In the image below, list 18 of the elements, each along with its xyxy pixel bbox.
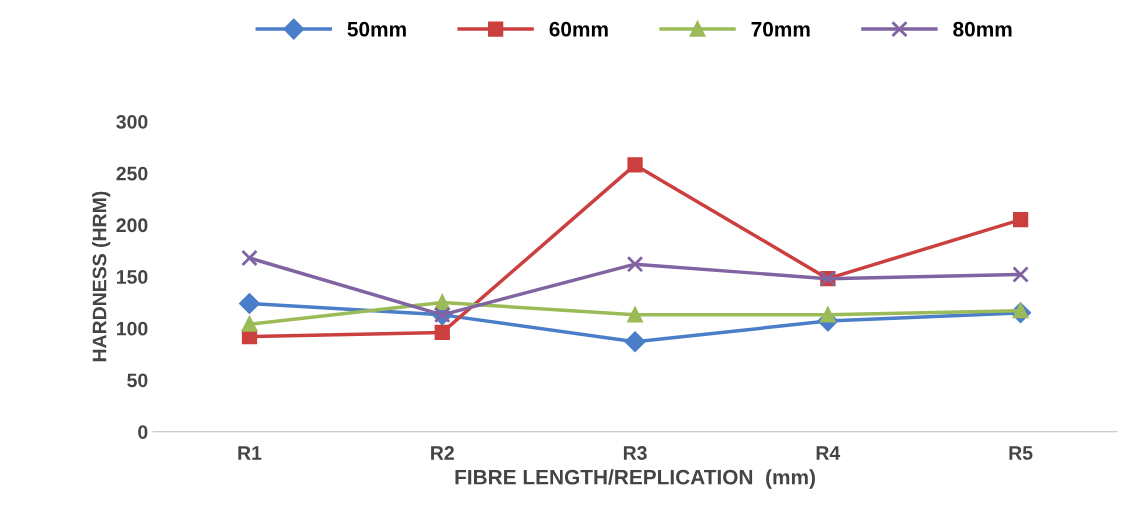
x-tick-label: R5: [1009, 446, 1033, 460]
y-tick-label: 150: [117, 270, 148, 284]
x-tick-label: R2: [431, 446, 454, 460]
y-axis-title: HARDNESS (HRM): [92, 191, 111, 362]
legend-label: 70mm: [751, 21, 810, 37]
x-tick-label: R3: [623, 446, 647, 460]
legend-label: 60mm: [549, 21, 608, 37]
y-tick-label: 200: [116, 218, 148, 233]
x-tick-label: R1: [238, 446, 262, 460]
y-tick-label: 300: [116, 114, 148, 129]
x-axis-title: FIBRE LENGTH/REPLICATION (mm): [455, 469, 815, 489]
x-tick-label: R4: [816, 446, 841, 460]
legend-label: 80mm: [953, 21, 1012, 37]
y-tick-label: 100: [117, 321, 148, 336]
y-tick-label: 0: [138, 425, 148, 439]
legend-label: 50mm: [347, 21, 406, 37]
y-tick-label: 250: [116, 166, 148, 181]
y-tick-label: 50: [127, 373, 148, 388]
